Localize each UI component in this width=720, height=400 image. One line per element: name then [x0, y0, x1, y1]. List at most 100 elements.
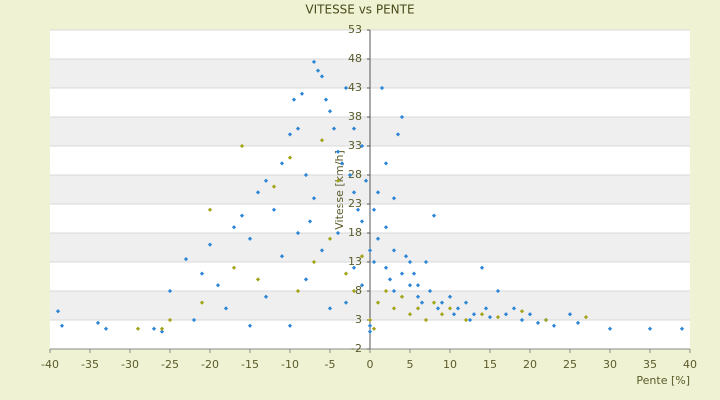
y-tick-label: 28 — [348, 168, 362, 181]
point — [419, 300, 425, 305]
point — [351, 288, 357, 294]
y-tick-label: 23 — [348, 197, 362, 210]
point — [567, 312, 573, 317]
point — [375, 236, 381, 241]
point — [347, 172, 353, 178]
point — [479, 265, 485, 270]
x-axis-label: Pente [%] — [636, 374, 690, 387]
point — [311, 196, 317, 201]
point — [447, 306, 453, 311]
point — [503, 312, 509, 317]
point — [371, 259, 377, 265]
x-tick-label: 30 — [603, 358, 617, 371]
chart-title: VITESSE vs PENTE — [305, 3, 414, 17]
point — [231, 225, 237, 230]
x-tick-label: -25 — [161, 358, 179, 371]
x-tick-label: -30 — [121, 358, 139, 371]
point — [431, 213, 437, 218]
point — [467, 317, 473, 323]
point — [223, 306, 229, 311]
point — [327, 236, 333, 241]
point — [435, 306, 441, 311]
point — [383, 288, 389, 294]
point — [391, 288, 397, 294]
x-tick-label: 20 — [523, 358, 537, 371]
point — [431, 300, 437, 305]
point — [303, 172, 309, 178]
point — [135, 326, 141, 331]
point — [391, 306, 397, 311]
x-tick-label: -20 — [201, 358, 219, 371]
point — [367, 248, 373, 253]
point — [551, 323, 557, 328]
point — [343, 300, 349, 305]
point — [583, 314, 589, 320]
point — [295, 230, 301, 236]
point — [519, 317, 525, 323]
point — [363, 178, 369, 183]
point — [483, 306, 489, 311]
point — [343, 271, 349, 276]
point — [415, 294, 421, 299]
y-tick-label: 13 — [348, 255, 362, 268]
point — [279, 254, 285, 259]
point — [199, 271, 205, 276]
point — [371, 326, 377, 331]
point — [463, 300, 469, 305]
point — [167, 288, 173, 294]
point — [255, 190, 261, 195]
x-tick-label: 5 — [407, 358, 414, 371]
y-tick-label: 18 — [348, 226, 362, 239]
point — [255, 277, 261, 282]
point — [371, 207, 377, 212]
point — [191, 317, 197, 323]
point — [519, 309, 525, 314]
point — [427, 288, 433, 294]
y-tick-label: 3 — [355, 313, 362, 326]
point — [319, 138, 325, 143]
point — [335, 178, 341, 183]
x-tick-label: 35 — [643, 358, 657, 371]
point — [415, 306, 421, 311]
point — [495, 314, 501, 320]
point — [239, 213, 245, 218]
point — [183, 256, 189, 262]
point — [159, 326, 165, 331]
y-tick-label: 53 — [348, 23, 362, 36]
point — [359, 219, 365, 224]
point — [399, 271, 405, 276]
point — [263, 294, 269, 299]
point — [451, 312, 457, 317]
point — [287, 132, 293, 137]
point — [375, 300, 381, 305]
point — [351, 190, 357, 195]
point — [407, 259, 413, 265]
point — [455, 306, 461, 311]
x-tick-label: 0 — [367, 358, 374, 371]
x-tick-label: -35 — [81, 358, 99, 371]
point — [439, 312, 445, 317]
y-tick-label: 8 — [355, 284, 362, 297]
point — [359, 143, 365, 149]
x-tick-label: 25 — [563, 358, 577, 371]
point — [335, 149, 341, 154]
point — [511, 306, 517, 311]
y-tick-label: 33 — [348, 139, 362, 152]
point — [463, 317, 469, 323]
point — [271, 207, 277, 212]
x-tick-label: -15 — [241, 358, 259, 371]
point — [367, 317, 373, 323]
point — [263, 178, 269, 183]
x-tick-label: -40 — [41, 358, 59, 371]
point — [307, 219, 313, 224]
point — [247, 236, 253, 241]
point — [383, 161, 389, 166]
point — [495, 288, 501, 294]
point — [415, 283, 421, 288]
point — [399, 294, 405, 299]
point — [527, 312, 533, 317]
point — [607, 326, 613, 331]
point — [367, 329, 373, 334]
x-tick-label: 15 — [483, 358, 497, 371]
y-tick-label: 38 — [348, 110, 362, 123]
